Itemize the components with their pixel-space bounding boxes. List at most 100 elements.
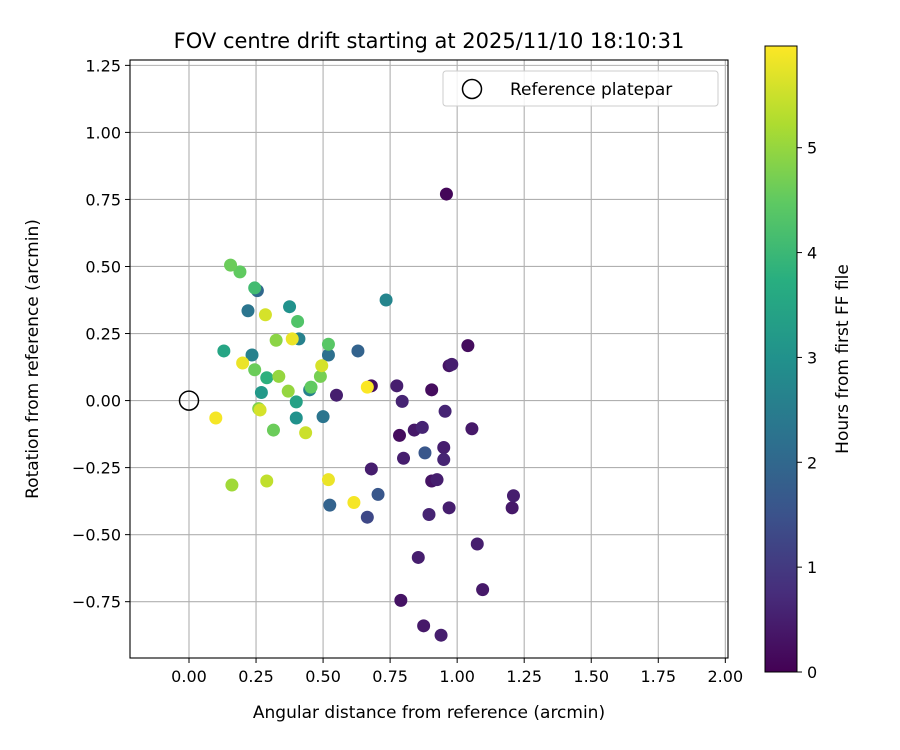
data-point bbox=[418, 446, 432, 460]
data-point bbox=[321, 337, 335, 351]
legend-open-circle-icon bbox=[461, 78, 483, 100]
data-point bbox=[371, 487, 385, 501]
data-point bbox=[445, 357, 459, 371]
colorbar-tick-label: 5 bbox=[807, 139, 817, 158]
data-point bbox=[289, 395, 303, 409]
data-point bbox=[269, 333, 283, 347]
x-gridlines bbox=[188, 60, 726, 658]
data-point bbox=[224, 258, 238, 272]
colorbar-tick-label: 4 bbox=[807, 244, 817, 263]
data-points bbox=[209, 187, 520, 642]
data-point bbox=[415, 420, 429, 434]
data-point bbox=[506, 489, 520, 503]
data-point bbox=[395, 394, 409, 408]
y-tick-label: −0.75 bbox=[72, 593, 121, 612]
colorbar-ticks: 0 1 2 3 4 5 bbox=[797, 139, 817, 682]
x-tick-label: 1.75 bbox=[640, 667, 676, 686]
reference-platepar-marker bbox=[178, 390, 200, 411]
data-point bbox=[393, 428, 407, 442]
data-point bbox=[430, 473, 444, 487]
data-point bbox=[439, 187, 453, 201]
data-point bbox=[209, 411, 223, 425]
data-point bbox=[351, 344, 365, 358]
data-point bbox=[316, 410, 330, 424]
data-point bbox=[291, 314, 305, 328]
data-point bbox=[329, 388, 343, 402]
y-tick-label: −0.50 bbox=[72, 526, 121, 545]
data-point bbox=[289, 411, 303, 425]
plot-frame bbox=[129, 59, 729, 659]
data-point bbox=[476, 583, 490, 597]
data-point bbox=[304, 380, 318, 394]
data-point bbox=[248, 363, 262, 377]
data-point bbox=[437, 453, 451, 467]
y-tick-label: 0.50 bbox=[85, 257, 121, 276]
data-point bbox=[313, 369, 327, 383]
data-point bbox=[241, 304, 255, 318]
colorbar-label: Hours from first FF file bbox=[833, 264, 853, 454]
legend: Reference platepar bbox=[442, 70, 719, 107]
colorbar: 0 1 2 3 4 5 Hours from first FF file bbox=[764, 45, 853, 682]
data-point bbox=[225, 478, 239, 492]
data-point bbox=[260, 371, 274, 385]
data-point bbox=[253, 403, 267, 417]
data-point bbox=[425, 383, 439, 397]
data-point bbox=[315, 359, 329, 373]
y-tick-label: 0.75 bbox=[85, 190, 121, 209]
data-point bbox=[347, 495, 361, 509]
y-tick-label: 1.00 bbox=[85, 123, 121, 142]
data-point bbox=[217, 344, 231, 358]
x-axis-ticks: 0.00 0.25 0.50 0.75 1.00 1.25 1.50 1.75 2.00 bbox=[171, 658, 743, 686]
data-point bbox=[260, 474, 274, 488]
data-point bbox=[417, 619, 431, 633]
data-point bbox=[248, 281, 262, 295]
data-point bbox=[438, 404, 452, 418]
x-tick-label: 2.00 bbox=[708, 667, 744, 686]
y-axis-label: Rotation from reference (arcmin) bbox=[23, 219, 43, 499]
data-point bbox=[394, 593, 408, 607]
x-axis-label: Angular distance from reference (arcmin) bbox=[253, 703, 605, 723]
x-tick-label: 0.25 bbox=[238, 667, 274, 686]
plot-area bbox=[130, 60, 728, 658]
data-point bbox=[379, 293, 393, 307]
x-tick-label: 0.50 bbox=[305, 667, 341, 686]
x-tick-label: 1.50 bbox=[573, 667, 609, 686]
data-point bbox=[422, 508, 436, 522]
data-point bbox=[258, 308, 272, 322]
data-point bbox=[283, 300, 297, 314]
colorbar-tick-label: 0 bbox=[807, 663, 817, 682]
data-point bbox=[323, 498, 337, 512]
data-point bbox=[299, 426, 313, 440]
y-tick-label: 0.25 bbox=[85, 325, 121, 344]
data-point bbox=[390, 379, 404, 393]
data-point bbox=[272, 369, 286, 383]
data-point bbox=[285, 332, 299, 346]
data-point bbox=[411, 550, 425, 564]
data-point bbox=[465, 422, 479, 436]
y-tick-label: 1.25 bbox=[85, 56, 121, 75]
colorbar-tick-label: 2 bbox=[807, 453, 817, 472]
data-point bbox=[360, 380, 374, 394]
data-point bbox=[397, 451, 411, 465]
data-point bbox=[360, 510, 374, 524]
data-point bbox=[254, 386, 268, 400]
chart-title: FOV centre drift starting at 2025/11/10 … bbox=[174, 29, 685, 53]
x-tick-label: 0.00 bbox=[171, 667, 207, 686]
data-point bbox=[442, 501, 456, 515]
data-point bbox=[505, 501, 519, 515]
data-point bbox=[437, 440, 451, 454]
colorbar-tick-label: 3 bbox=[807, 348, 817, 367]
x-tick-label: 0.75 bbox=[372, 667, 408, 686]
data-point bbox=[236, 356, 250, 370]
data-point bbox=[321, 348, 335, 362]
data-point bbox=[281, 384, 295, 398]
y-tick-label: 0.00 bbox=[85, 392, 121, 411]
legend-label: Reference platepar bbox=[510, 80, 672, 100]
data-point bbox=[364, 462, 378, 476]
y-tick-label: −0.25 bbox=[72, 459, 121, 478]
data-point bbox=[266, 423, 280, 437]
data-point bbox=[233, 265, 247, 279]
x-tick-label: 1.00 bbox=[439, 667, 475, 686]
colorbar-tick-label: 1 bbox=[807, 558, 817, 577]
